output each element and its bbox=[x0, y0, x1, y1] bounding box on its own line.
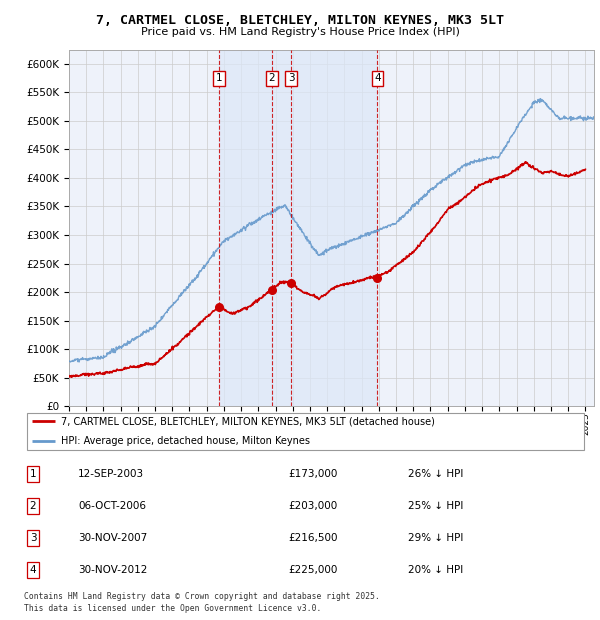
Text: 26% ↓ HPI: 26% ↓ HPI bbox=[408, 469, 463, 479]
Text: 20% ↓ HPI: 20% ↓ HPI bbox=[408, 565, 463, 575]
Text: £203,000: £203,000 bbox=[288, 501, 337, 511]
Text: 7, CARTMEL CLOSE, BLETCHLEY, MILTON KEYNES, MK3 5LT: 7, CARTMEL CLOSE, BLETCHLEY, MILTON KEYN… bbox=[96, 14, 504, 27]
Text: £216,500: £216,500 bbox=[288, 533, 337, 543]
Text: HPI: Average price, detached house, Milton Keynes: HPI: Average price, detached house, Milt… bbox=[61, 436, 310, 446]
Text: 3: 3 bbox=[29, 533, 37, 543]
Text: 7, CARTMEL CLOSE, BLETCHLEY, MILTON KEYNES, MK3 5LT (detached house): 7, CARTMEL CLOSE, BLETCHLEY, MILTON KEYN… bbox=[61, 416, 434, 426]
Text: 4: 4 bbox=[374, 73, 381, 83]
Text: 3: 3 bbox=[288, 73, 295, 83]
Text: Price paid vs. HM Land Registry's House Price Index (HPI): Price paid vs. HM Land Registry's House … bbox=[140, 27, 460, 37]
Text: 1: 1 bbox=[215, 73, 222, 83]
Text: 2: 2 bbox=[268, 73, 275, 83]
Text: 29% ↓ HPI: 29% ↓ HPI bbox=[408, 533, 463, 543]
Text: 30-NOV-2007: 30-NOV-2007 bbox=[78, 533, 147, 543]
Text: £225,000: £225,000 bbox=[288, 565, 337, 575]
FancyBboxPatch shape bbox=[27, 413, 584, 450]
Text: 12-SEP-2003: 12-SEP-2003 bbox=[78, 469, 144, 479]
Bar bbox=[219, 50, 272, 406]
Bar bbox=[292, 50, 377, 406]
Text: £173,000: £173,000 bbox=[288, 469, 337, 479]
Text: Contains HM Land Registry data © Crown copyright and database right 2025.
This d: Contains HM Land Registry data © Crown c… bbox=[24, 591, 380, 613]
Text: 06-OCT-2006: 06-OCT-2006 bbox=[78, 501, 146, 511]
Text: 30-NOV-2012: 30-NOV-2012 bbox=[78, 565, 148, 575]
Text: 1: 1 bbox=[29, 469, 37, 479]
Text: 25% ↓ HPI: 25% ↓ HPI bbox=[408, 501, 463, 511]
Bar bbox=[272, 50, 292, 406]
Text: 4: 4 bbox=[29, 565, 37, 575]
Text: 2: 2 bbox=[29, 501, 37, 511]
